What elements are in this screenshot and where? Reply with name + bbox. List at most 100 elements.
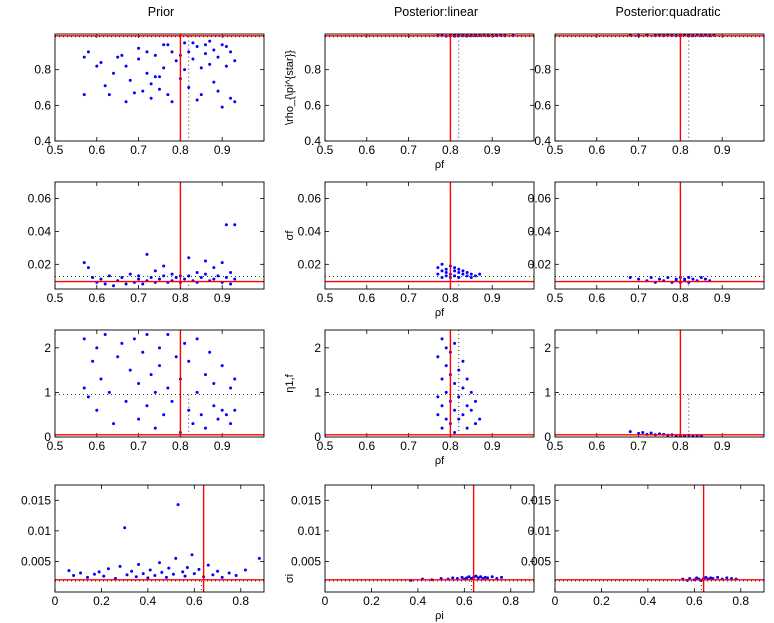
panel-r1-c1: 0.5 0.6 0.7 0.8 0.9 0.02 0.04 0.06 ρf σf <box>284 181 535 319</box>
panel-r3-c0-point <box>130 569 134 573</box>
panel-r2-c0-point <box>99 377 103 381</box>
panel-r1-c2-point <box>649 275 653 279</box>
panel-r2-c2-xtick-label: 0.9 <box>714 439 731 453</box>
panel-r3-c0-point <box>86 575 90 579</box>
panel-r0-c0-ytick-label: 0.6 <box>34 98 51 112</box>
panel-r2-c2-xtick-label: 0.6 <box>588 439 605 453</box>
panel-r2-c1-ytick-label: 0 <box>314 430 321 444</box>
panel-r0-c2-xtick-label: 0.9 <box>714 143 731 157</box>
panel-r0-c0-point <box>191 41 195 45</box>
panel-r1-c0-point <box>233 277 237 281</box>
panel-r0-c0-plot-area <box>55 34 264 141</box>
panel-r3-c1-xtick-label: 0.4 <box>410 594 427 608</box>
panel-r1-c2-frame <box>554 181 765 290</box>
panel-r2-c1-xtick-label: 0.9 <box>484 439 501 453</box>
panel-r2-c0-point <box>220 364 224 368</box>
panel-r3-c0-point <box>197 567 201 571</box>
panel-r0-c0-frame <box>54 33 265 142</box>
panel-r0-c0-point <box>229 96 233 100</box>
panel-r3-c2-plot-area <box>555 485 764 592</box>
panel-r3-c2-point <box>709 576 713 580</box>
panel-r2-c0-point <box>128 368 132 372</box>
panel-r2-c0-point <box>195 337 199 341</box>
panel-r0-c0-point <box>141 89 145 93</box>
panel-r1-c0-point <box>224 223 228 227</box>
panel-r2-c1-point <box>457 417 461 421</box>
panel-r3-c0-point <box>158 561 161 565</box>
panel-r2-c0-plot-area <box>55 330 264 437</box>
panel-r1-c1-xtick-label: 0.6 <box>358 291 375 305</box>
panel-r3-c0-point <box>181 570 185 574</box>
panel-r3-c1: 0 0.2 0.4 0.6 0.8 0.005 0.01 0.015 ρi σi <box>284 484 535 622</box>
panel-r2-c0-xtick-label: 0.8 <box>172 439 189 453</box>
column-title-prior: Prior <box>148 5 174 19</box>
panel-r3-c0-point <box>102 574 106 578</box>
panel-r2-c0-point <box>120 341 124 345</box>
panel-r1-c0-point <box>162 274 166 278</box>
panel-r2-c1-ytick-label: 2 <box>314 341 321 355</box>
panel-r2-c1-plot-area <box>325 330 534 437</box>
panel-r2-c2-ytick-label: 0 <box>544 430 551 444</box>
panel-r2-c0-point <box>112 422 116 426</box>
panel-r1-c1-xtick-label: 0.5 <box>317 291 334 305</box>
panel-r0-c0-point <box>158 75 161 79</box>
panel-r2-c1-xtick-label: 0.6 <box>358 439 375 453</box>
panel-r2-c0-point <box>137 417 141 421</box>
panel-r3-c1-point <box>451 576 455 580</box>
panel-r3-c1-ytick-label: 0.01 <box>298 524 322 538</box>
panel-r1-c1-point <box>461 272 465 276</box>
panel-r0-c1-ytick-label: 0.4 <box>304 134 321 148</box>
panel-r2-c0-point <box>195 390 199 394</box>
panel-r1-c0-marks <box>55 182 264 289</box>
panel-r0-c0-marks <box>55 34 264 141</box>
panel-r0-c0-point <box>220 105 224 109</box>
panel-r1-c0-point <box>158 277 161 281</box>
panel-r1-c1-plot-area <box>325 182 534 289</box>
panel-r3-c1-point <box>499 575 503 579</box>
panel-r2-c1-point <box>436 395 440 399</box>
panel-r3-c1-ytick-label: 0.015 <box>291 493 321 507</box>
panel-r1-c0-point <box>220 261 224 265</box>
panel-r2-c2-plot-area <box>555 330 764 437</box>
panel-r2-c1-xtick-label: 0.5 <box>317 439 334 453</box>
panel-r0-c0-point <box>203 52 207 56</box>
panel-r2-c2-point <box>649 431 653 435</box>
panel-r3-c0-point <box>97 570 101 574</box>
panel-r1-c0-point <box>233 223 237 227</box>
panel-r0-c0-point <box>99 61 103 65</box>
panel-r1-c2-ytick-label: 0.06 <box>528 191 552 205</box>
panel-r3-c0-point <box>243 568 247 572</box>
panel-r2-c0-point <box>153 426 157 430</box>
panel-r3-c0-ytick-label: 0.005 <box>21 554 51 568</box>
panel-r0-c0-ytick-label: 0.8 <box>34 63 51 77</box>
panel-r1-c1-point <box>444 267 448 271</box>
panel-r3-c2-ytick-label: 0.01 <box>528 524 552 538</box>
panel-r2-c1-xlabel: ρf <box>435 455 445 467</box>
panel-r0-c0-xtick-label: 0.6 <box>88 143 105 157</box>
panel-r2-c0-xtick-label: 0.6 <box>88 439 105 453</box>
panel-r0-c0-point <box>82 55 86 59</box>
panel-r0-c0-point <box>224 44 228 48</box>
panel-r1-c1-point <box>436 266 440 270</box>
panel-r3-c0-ytick-label: 0.01 <box>28 524 52 538</box>
panel-r2-c1-point <box>453 382 457 385</box>
panel-r2-c0-point <box>216 417 220 421</box>
panel-r0-c0-point <box>137 46 141 50</box>
panel-r1-c1-xtick-label: 0.8 <box>442 291 459 305</box>
panel-r3-c2-xtick-label: 0.4 <box>640 594 657 608</box>
panel-r1-c1-point <box>465 271 469 275</box>
panel-r3-c1-point <box>474 574 478 578</box>
panel-r1-c2-point <box>637 277 641 281</box>
panel-r0-c0-point <box>170 50 174 54</box>
panel-r0-c0-point <box>132 91 136 95</box>
panel-r2-c0-ytick-label: 1 <box>44 385 51 399</box>
panel-r0-c1-xtick-label: 0.5 <box>317 143 334 157</box>
panel-r0-c0-point <box>216 55 220 59</box>
panel-r0-c0-point <box>116 55 120 59</box>
panel-r1-c1-ytick-label: 0.04 <box>298 224 322 238</box>
panel-r3-c1-point <box>465 576 469 580</box>
panel-r1-c0-ytick-label: 0.06 <box>28 191 52 205</box>
panel-r3-c0-point <box>257 556 261 560</box>
panel-r2-c0-marks <box>55 330 264 437</box>
panel-r1-c1-point <box>453 274 457 278</box>
